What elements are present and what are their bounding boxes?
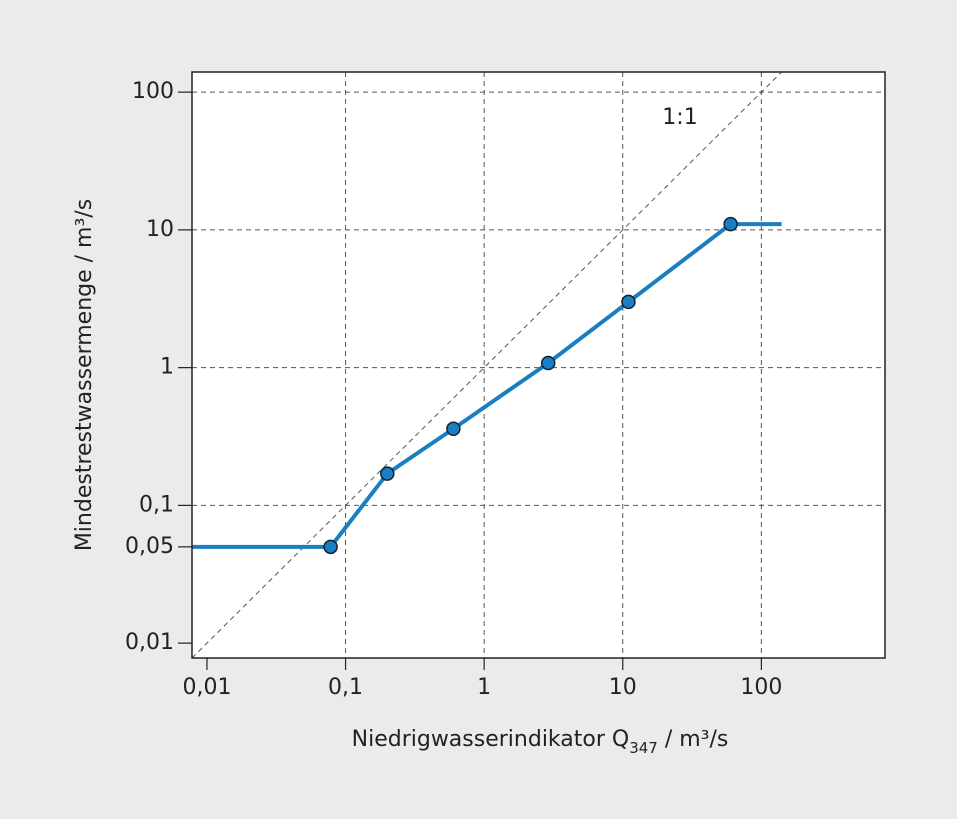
x-label-unit: / m³/s <box>658 727 729 752</box>
plot-border <box>191 71 886 659</box>
x-label-subscript: 347 <box>629 739 658 757</box>
annotation: 1:1 <box>662 105 697 130</box>
data-point <box>380 466 395 481</box>
y-tick-label: 0,05 <box>125 534 174 559</box>
data-point <box>621 294 636 310</box>
y-tick-label: 0,01 <box>125 630 174 655</box>
reference-line <box>191 71 782 659</box>
x-tick-label: 100 <box>740 675 782 700</box>
data-line <box>192 222 782 549</box>
y-axis-label: Mindestrestwassermenge / m³/s <box>72 199 97 551</box>
x-axis-label: Niedrigwasserindikator Q347 / m³/s <box>352 727 729 757</box>
x-tick-label: 0,01 <box>182 675 231 700</box>
data-point <box>723 216 738 232</box>
y-tick-label: 100 <box>132 79 174 104</box>
x-tick-label: 1 <box>477 675 491 700</box>
data-point <box>446 421 461 437</box>
y-tick-label: 0,1 <box>139 492 174 517</box>
y-tick-label: 1 <box>160 355 174 380</box>
plot-area <box>192 72 885 658</box>
x-tick-label: 10 <box>609 675 637 700</box>
y-tick-label: 10 <box>146 217 174 242</box>
data-point <box>323 539 338 555</box>
x-label-text: Niedrigwasserindikator Q <box>352 727 630 752</box>
x-tick-label: 0,1 <box>328 675 363 700</box>
data-point <box>540 355 556 371</box>
